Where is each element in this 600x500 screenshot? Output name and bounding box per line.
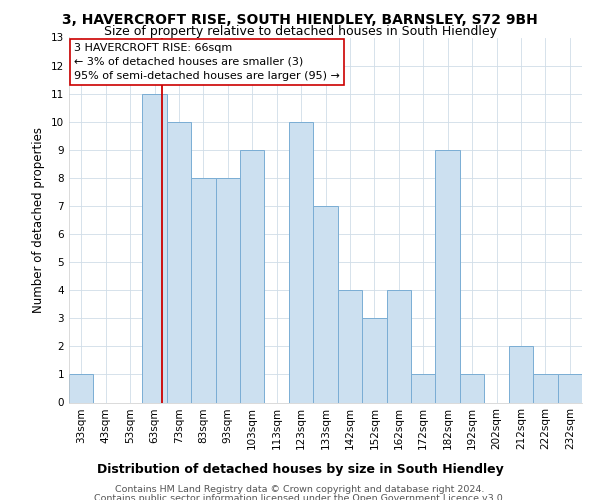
Bar [338,290,362,403]
Bar [191,178,215,402]
Text: 3, HAVERCROFT RISE, SOUTH HIENDLEY, BARNSLEY, S72 9BH: 3, HAVERCROFT RISE, SOUTH HIENDLEY, BARN… [62,12,538,26]
Bar [460,374,484,402]
Text: Size of property relative to detached houses in South Hiendley: Size of property relative to detached ho… [104,25,497,38]
Bar [289,122,313,402]
Text: 3 HAVERCROFT RISE: 66sqm
← 3% of detached houses are smaller (3)
95% of semi-det: 3 HAVERCROFT RISE: 66sqm ← 3% of detache… [74,43,340,81]
Bar [142,94,167,403]
Bar [215,178,240,402]
Bar [557,374,582,402]
Bar [509,346,533,403]
Bar [69,374,94,402]
Bar [362,318,386,402]
Bar [533,374,557,402]
Bar [436,150,460,403]
Bar [240,150,265,403]
Y-axis label: Number of detached properties: Number of detached properties [32,127,46,313]
Text: Contains HM Land Registry data © Crown copyright and database right 2024.: Contains HM Land Registry data © Crown c… [115,485,485,494]
Bar [386,290,411,403]
Text: Contains public sector information licensed under the Open Government Licence v3: Contains public sector information licen… [94,494,506,500]
Bar [167,122,191,402]
Bar [411,374,436,402]
Text: Distribution of detached houses by size in South Hiendley: Distribution of detached houses by size … [97,462,503,475]
Bar [313,206,338,402]
